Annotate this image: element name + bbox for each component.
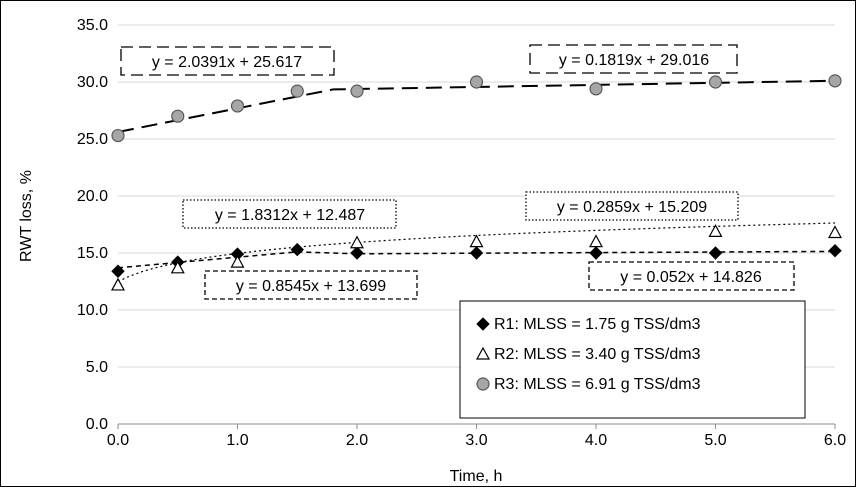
- data-point-r1: [828, 244, 842, 258]
- y-tick-label: 0.0: [86, 416, 108, 433]
- data-point-r1: [350, 246, 364, 260]
- data-point-r1: [111, 264, 125, 278]
- y-axis-title: RWT loss, %: [18, 170, 35, 262]
- data-markers: [110, 74, 843, 291]
- equation-box: [182, 199, 397, 229]
- y-tick-label: 25.0: [77, 131, 108, 148]
- tick-labels: 0.0 5.0 10.0 15.0 20.0 25.0 30.0 35.0 0.0 1.0 2.0 3…: [77, 17, 846, 449]
- data-point-r3: [290, 84, 304, 98]
- data-point-r1: [469, 246, 484, 260]
- legend-marker-r3: [476, 377, 490, 391]
- data-point-r1: [708, 246, 723, 260]
- data-point-r3: [469, 75, 484, 89]
- trendline-r3: [117, 79, 836, 133]
- equation-box: [588, 261, 795, 291]
- data-point-r3: [171, 109, 185, 123]
- equation-box: [525, 191, 739, 221]
- data-point-r3: [111, 128, 125, 143]
- x-tick-label: 1.0: [226, 432, 248, 449]
- x-tick-label: 6.0: [824, 432, 846, 449]
- x-axis-title: Time, h: [450, 468, 503, 485]
- legend-entries: R1: MLSS = 1.75 g TSS/dm3 R2: MLSS = 3.40…: [475, 316, 701, 393]
- legend-marker-r1: [476, 317, 490, 331]
- data-point-r3: [350, 84, 364, 98]
- legend-box: [459, 300, 806, 419]
- data-point-r2: [469, 234, 484, 248]
- equation-box: [204, 270, 418, 300]
- y-tick-label: 5.0: [86, 359, 108, 376]
- y-tick-label: 15.0: [77, 245, 108, 262]
- data-point-r2: [110, 277, 126, 291]
- y-tick-label: 35.0: [77, 17, 108, 34]
- x-tick-label: 4.0: [585, 432, 607, 449]
- equation-label: y = 0.8545x + 13.699: [236, 278, 386, 295]
- y-tick-label: 30.0: [77, 74, 108, 91]
- data-point-r2: [708, 224, 723, 237]
- y-tick-label: 10.0: [77, 302, 108, 319]
- data-point-r2: [827, 225, 843, 239]
- data-point-r1: [290, 242, 304, 257]
- data-point-r3: [589, 82, 603, 96]
- data-point-r3: [708, 75, 723, 89]
- legend-label: R2: MLSS = 3.40 g TSS/dm3: [494, 346, 701, 363]
- equation-box: [120, 46, 335, 76]
- legend-marker-r2: [475, 346, 491, 360]
- equation-label: y = 1.8312x + 12.487: [215, 207, 365, 224]
- data-point-r1: [589, 246, 603, 260]
- legend-label: R3: MLSS = 6.91 g TSS/dm3: [494, 376, 701, 393]
- data-point-r2: [588, 234, 604, 248]
- equation-box: [529, 44, 738, 74]
- data-point-r3: [230, 99, 245, 113]
- y-tick-label: 20.0: [77, 188, 108, 205]
- equation-label: y = 0.1819x + 29.016: [559, 52, 709, 69]
- x-tick-label: 0.0: [107, 432, 129, 449]
- legend: R1: MLSS = 1.75 g TSS/dm3 R2: MLSS = 3.40…: [459, 300, 806, 419]
- equation-label: y = 0.2859x + 15.209: [557, 199, 707, 216]
- data-point-r2: [230, 254, 245, 268]
- data-point-r2: [170, 260, 185, 274]
- data-point-r2: [349, 235, 365, 249]
- equation-labels: y = 2.0391x + 25.617 y = 0.1819x + 29.016…: [120, 44, 795, 300]
- x-tick-label: 5.0: [704, 432, 726, 449]
- x-tick-label: 2.0: [346, 432, 368, 449]
- equation-label: y = 2.0391x + 25.617: [152, 54, 302, 71]
- legend-label: R1: MLSS = 1.75 g TSS/dm3: [494, 316, 701, 333]
- data-point-r3: [828, 74, 842, 88]
- x-tick-label: 3.0: [465, 432, 487, 449]
- equation-label: y = 0.052x + 14.826: [620, 269, 762, 286]
